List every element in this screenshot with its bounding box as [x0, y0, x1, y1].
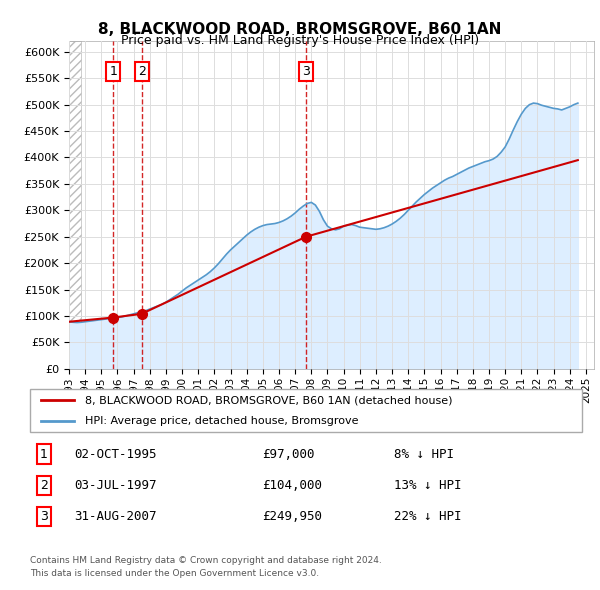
Text: This data is licensed under the Open Government Licence v3.0.: This data is licensed under the Open Gov…	[30, 569, 319, 578]
Text: 1: 1	[109, 65, 118, 78]
Text: 8% ↓ HPI: 8% ↓ HPI	[394, 448, 454, 461]
FancyBboxPatch shape	[30, 389, 582, 432]
Text: 03-JUL-1997: 03-JUL-1997	[74, 478, 157, 492]
Text: 22% ↓ HPI: 22% ↓ HPI	[394, 510, 462, 523]
Text: HPI: Average price, detached house, Bromsgrove: HPI: Average price, detached house, Brom…	[85, 416, 359, 426]
Text: Contains HM Land Registry data © Crown copyright and database right 2024.: Contains HM Land Registry data © Crown c…	[30, 556, 382, 565]
Text: £104,000: £104,000	[262, 478, 322, 492]
Text: 13% ↓ HPI: 13% ↓ HPI	[394, 478, 462, 492]
Text: £97,000: £97,000	[262, 448, 314, 461]
Text: 1: 1	[40, 448, 48, 461]
Text: 2: 2	[138, 65, 146, 78]
Text: 02-OCT-1995: 02-OCT-1995	[74, 448, 157, 461]
Text: 3: 3	[302, 65, 310, 78]
Text: 2: 2	[40, 478, 48, 492]
Text: 31-AUG-2007: 31-AUG-2007	[74, 510, 157, 523]
Text: Price paid vs. HM Land Registry's House Price Index (HPI): Price paid vs. HM Land Registry's House …	[121, 34, 479, 47]
Text: 8, BLACKWOOD ROAD, BROMSGROVE, B60 1AN (detached house): 8, BLACKWOOD ROAD, BROMSGROVE, B60 1AN (…	[85, 395, 453, 405]
Text: £249,950: £249,950	[262, 510, 322, 523]
Text: 8, BLACKWOOD ROAD, BROMSGROVE, B60 1AN: 8, BLACKWOOD ROAD, BROMSGROVE, B60 1AN	[98, 22, 502, 37]
Bar	[69, 41, 81, 369]
Text: 3: 3	[40, 510, 48, 523]
